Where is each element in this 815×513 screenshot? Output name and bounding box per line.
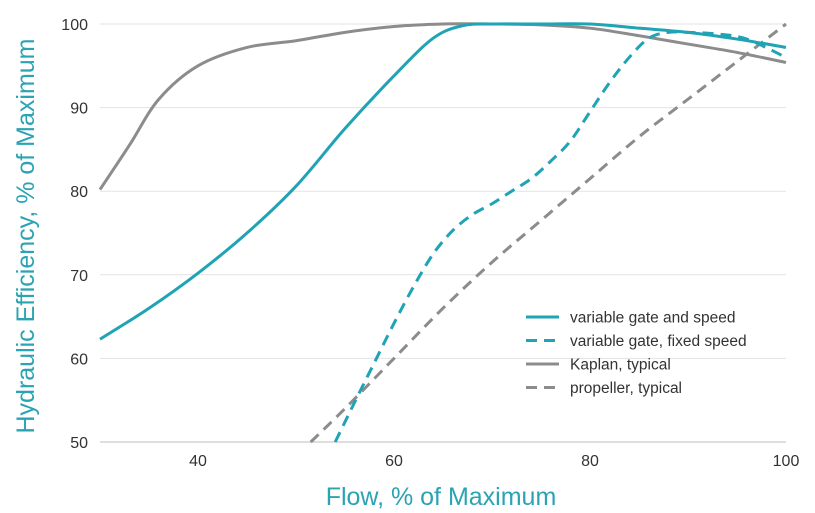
x-tick-label: 80 <box>581 453 599 470</box>
series-line-variable-gate-fixed-speed <box>333 30 787 443</box>
series-line-propeller-typical <box>309 22 787 444</box>
y-tick-label: 100 <box>61 17 88 34</box>
series-line-kaplan-typical <box>98 22 787 191</box>
gridlines <box>100 23 786 443</box>
series-lines <box>98 22 787 444</box>
y-tick-label: 50 <box>70 435 88 452</box>
legend: variable gate and speed variable gate, fi… <box>526 310 747 397</box>
y-tick-label: 90 <box>70 101 88 118</box>
axes: 50 60 70 80 90 100 40 60 80 100 <box>61 17 799 470</box>
series-line-variable-gate-and-speed <box>99 22 787 341</box>
x-tick-label: 100 <box>773 453 800 470</box>
legend-label: propeller, typical <box>570 380 682 397</box>
legend-label: variable gate and speed <box>570 310 735 327</box>
x-tick-label: 40 <box>189 453 207 470</box>
y-tick-label: 80 <box>70 184 88 201</box>
y-axis-title: Hydraulic Efficiency, % of Maximum <box>12 38 40 433</box>
y-tick-label: 60 <box>70 351 88 368</box>
legend-label: variable gate, fixed speed <box>570 333 747 350</box>
x-axis-title: Flow, % of Maximum <box>326 483 557 511</box>
x-tick-label: 60 <box>385 453 403 470</box>
legend-label: Kaplan, typical <box>570 357 671 374</box>
y-tick-label: 70 <box>70 268 88 285</box>
